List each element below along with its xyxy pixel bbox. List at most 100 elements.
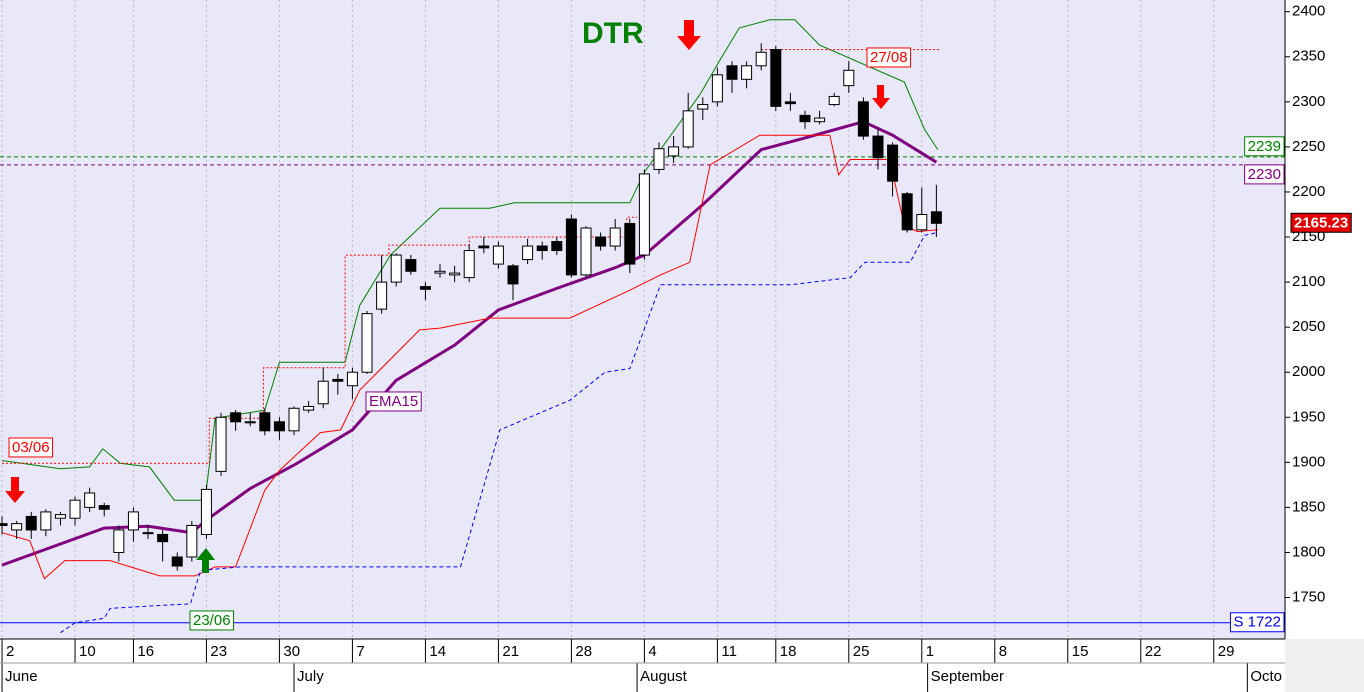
candle-body bbox=[492, 245, 504, 265]
candle-body bbox=[624, 223, 636, 265]
candle-body bbox=[215, 416, 227, 472]
x-axis-area bbox=[0, 639, 1285, 692]
buy-arrow bbox=[196, 548, 215, 573]
x-tick-label: 30 bbox=[283, 643, 300, 660]
candle-body bbox=[244, 421, 256, 424]
candle-body bbox=[507, 265, 519, 285]
sell-arrow bbox=[5, 477, 25, 503]
candle-body bbox=[536, 245, 548, 252]
candle-body bbox=[11, 523, 23, 531]
month-label: Octo bbox=[1250, 668, 1282, 685]
x-tick-label: 4 bbox=[648, 643, 656, 660]
candle-body bbox=[98, 505, 110, 510]
x-tick-label: 11 bbox=[721, 643, 737, 660]
candle-body bbox=[0, 523, 8, 526]
x-tick-label: 10 bbox=[79, 643, 96, 660]
y-tick-label: 2100 bbox=[1292, 273, 1325, 290]
candle-body bbox=[828, 95, 840, 106]
candle-body bbox=[288, 407, 300, 432]
candle-body bbox=[142, 532, 154, 535]
month-label: August bbox=[640, 668, 688, 685]
candle-body bbox=[390, 254, 402, 283]
indicator-line bbox=[1, 19, 939, 501]
chart-title: DTR bbox=[582, 17, 644, 50]
candle-body bbox=[682, 110, 694, 148]
candle-body bbox=[653, 148, 665, 170]
label-box bbox=[365, 391, 422, 412]
x-tick-label: 25 bbox=[853, 643, 870, 660]
candle-body bbox=[843, 69, 855, 87]
sell-arrow bbox=[872, 85, 890, 109]
candle-body bbox=[638, 173, 650, 256]
candle-body bbox=[405, 259, 417, 272]
x-tick-label: 23 bbox=[210, 643, 227, 660]
sell-arrow bbox=[677, 20, 701, 50]
candle-body bbox=[171, 556, 183, 567]
label-box bbox=[1229, 612, 1285, 633]
level-label: 2230 bbox=[1248, 166, 1281, 183]
candle-body bbox=[186, 524, 198, 558]
candle-body bbox=[814, 117, 826, 123]
label-box bbox=[1290, 212, 1352, 233]
label-box bbox=[1244, 136, 1285, 157]
y-tick-label: 1800 bbox=[1292, 543, 1325, 560]
candle-body bbox=[361, 313, 373, 373]
x-tick-label: 21 bbox=[502, 643, 519, 660]
month-label: July bbox=[297, 668, 324, 685]
x-tick-label: 16 bbox=[137, 643, 154, 660]
candle-body bbox=[755, 51, 767, 67]
candle-body bbox=[799, 114, 811, 123]
candle-body bbox=[463, 250, 475, 279]
y-tick-label: 2200 bbox=[1292, 183, 1325, 200]
candle-body bbox=[697, 104, 709, 110]
candle-body bbox=[595, 236, 607, 247]
label-box bbox=[189, 610, 235, 631]
candle-body bbox=[741, 65, 753, 80]
x-tick-label: 1 bbox=[926, 643, 934, 660]
candle-body bbox=[726, 65, 738, 80]
candle-body bbox=[332, 378, 344, 382]
candle-body bbox=[84, 492, 96, 508]
candle-body bbox=[69, 499, 81, 519]
candle-body bbox=[609, 227, 621, 247]
candle-body bbox=[770, 49, 782, 107]
indicator-line bbox=[60, 232, 938, 634]
indicator-line bbox=[1, 134, 938, 580]
y-tick-label: 2300 bbox=[1292, 93, 1325, 110]
x-tick-label: 2 bbox=[6, 643, 14, 660]
corner bbox=[1285, 639, 1364, 692]
candle-body bbox=[200, 488, 212, 535]
y-tick-label: 2050 bbox=[1292, 318, 1325, 335]
month-label: June bbox=[5, 668, 38, 685]
candle-body bbox=[113, 529, 125, 553]
label-box bbox=[866, 47, 912, 68]
y-tick-label: 2350 bbox=[1292, 48, 1325, 65]
y-tick-label: 1950 bbox=[1292, 408, 1325, 425]
candle-body bbox=[901, 193, 913, 231]
x-tick-label: 22 bbox=[1145, 643, 1162, 660]
candle-body bbox=[54, 514, 66, 519]
plot-area bbox=[0, 0, 1285, 639]
candle-body bbox=[434, 270, 446, 274]
indicator-label: EMA15 bbox=[369, 393, 418, 410]
candle-body bbox=[40, 511, 52, 531]
candle-body bbox=[449, 272, 461, 276]
label-box bbox=[1244, 164, 1285, 185]
y-tick-label: 2000 bbox=[1292, 363, 1325, 380]
candle-body bbox=[580, 227, 592, 276]
x-tick-label: 29 bbox=[1218, 643, 1235, 660]
candle-body bbox=[25, 515, 37, 531]
y-tick-label: 2400 bbox=[1292, 3, 1325, 20]
candle-body bbox=[127, 511, 139, 531]
candle-body bbox=[303, 405, 315, 411]
candle-body bbox=[259, 412, 271, 432]
y-tick-label: 1850 bbox=[1292, 498, 1325, 515]
candle-body bbox=[346, 371, 358, 387]
x-tick-label: 7 bbox=[356, 643, 364, 660]
date-annotation: 23/06 bbox=[193, 612, 231, 629]
candle-body bbox=[887, 144, 899, 182]
x-tick-label: 8 bbox=[999, 643, 1007, 660]
candle-body bbox=[857, 101, 869, 137]
x-tick-label: 15 bbox=[1072, 643, 1089, 660]
